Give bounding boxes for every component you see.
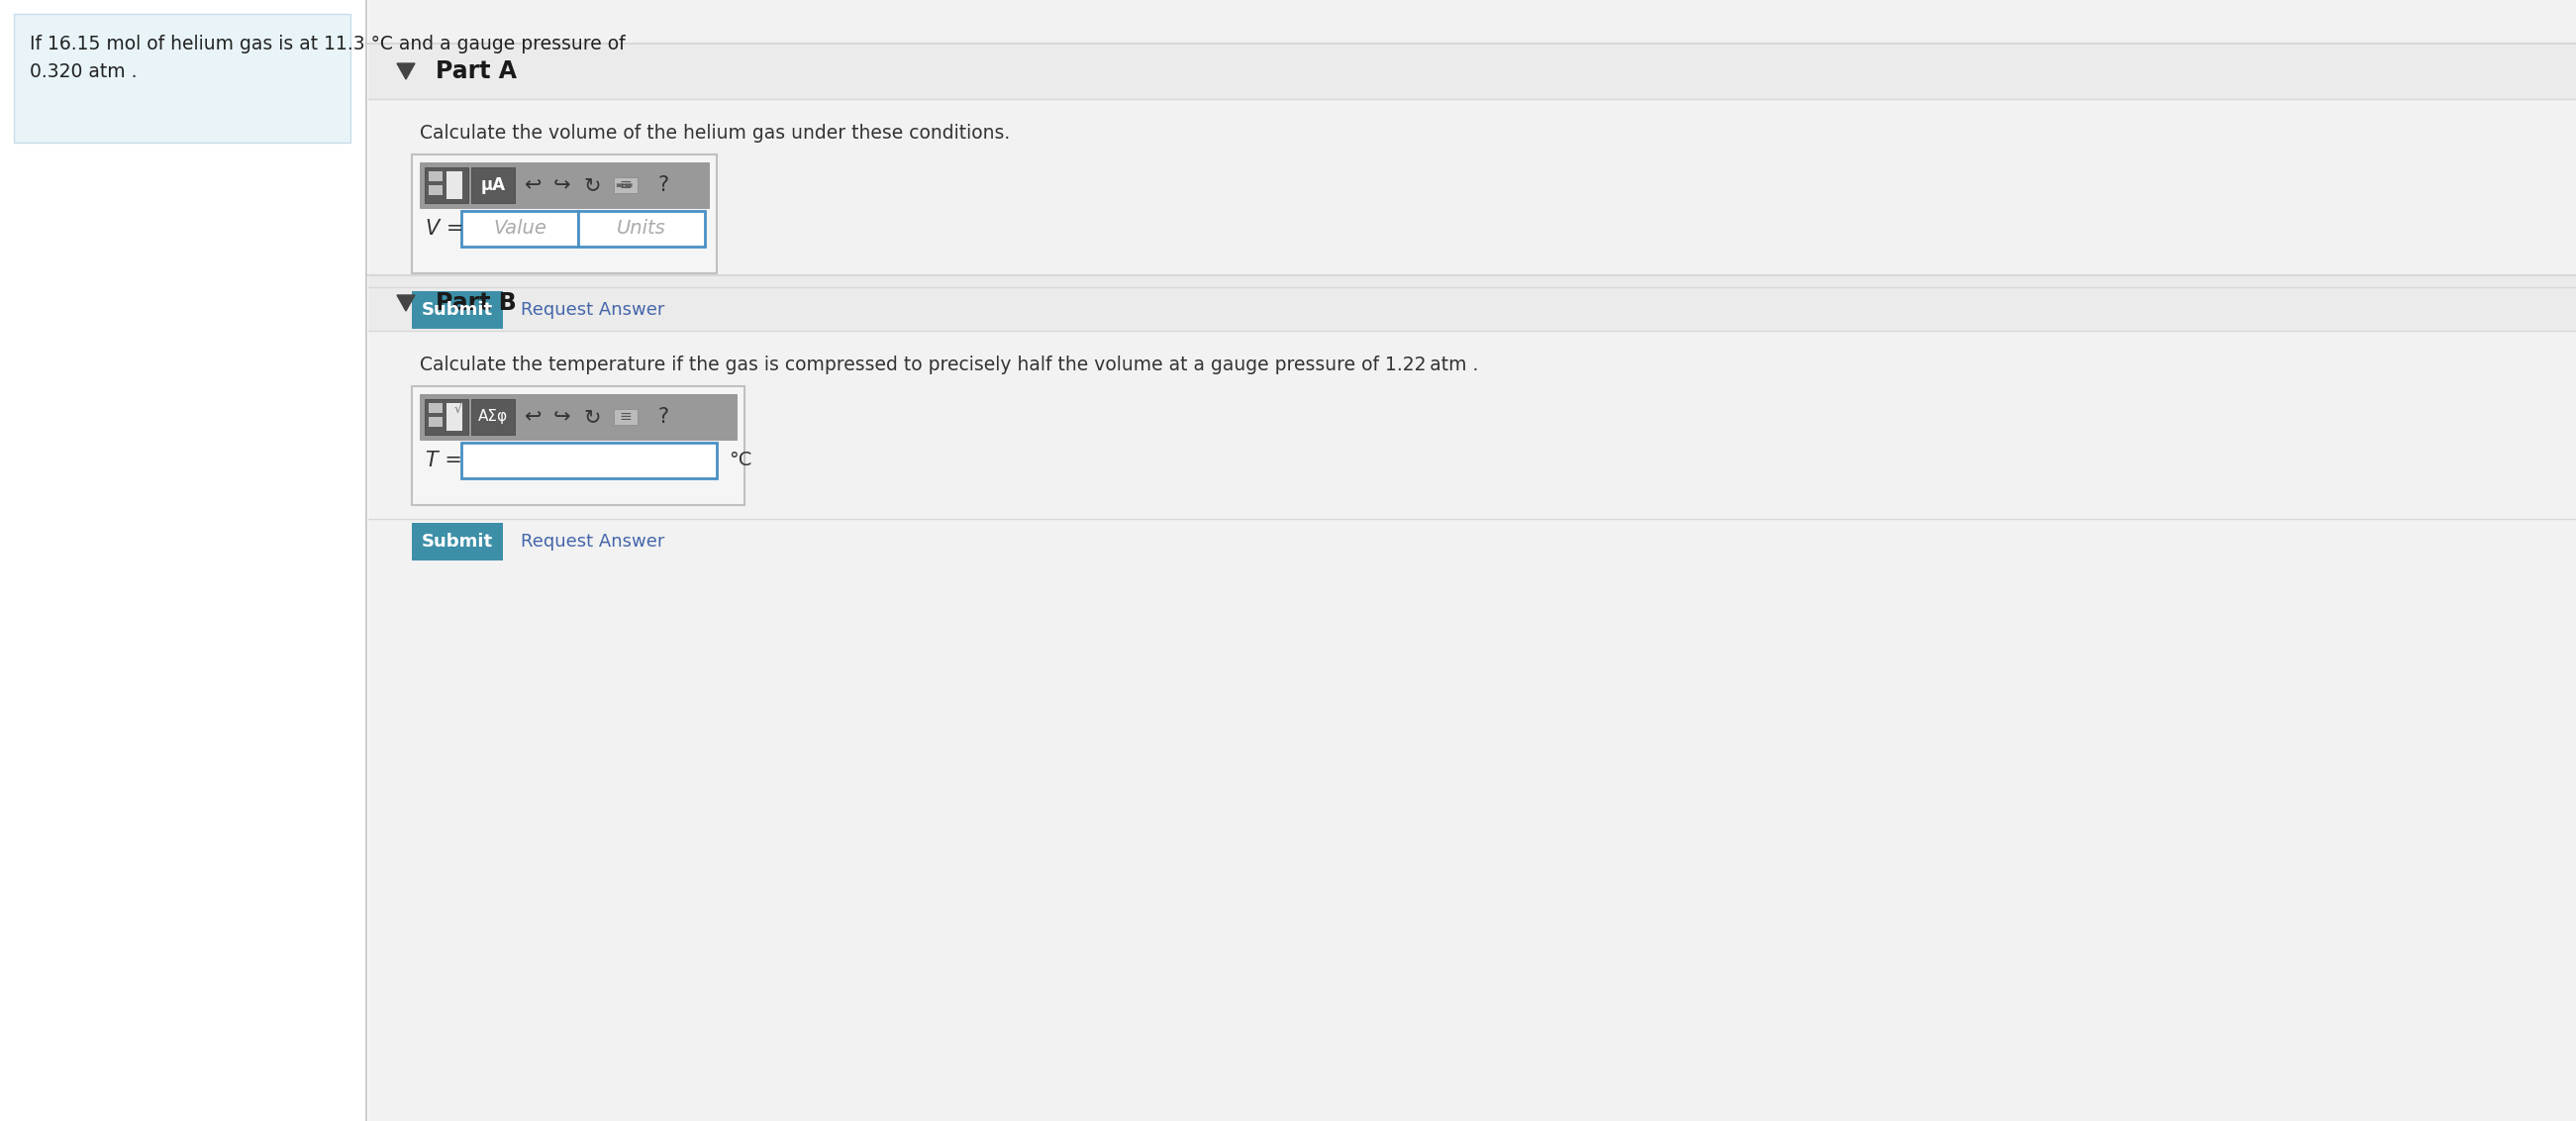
Text: ↩: ↩ [523, 175, 541, 195]
Bar [428, 172, 443, 182]
Bar [446, 172, 461, 200]
Bar [420, 163, 708, 209]
Text: ≡: ≡ [618, 409, 631, 425]
Text: ↪: ↪ [554, 175, 572, 195]
Bar [425, 399, 469, 435]
Bar [577, 211, 706, 247]
Text: √: √ [453, 402, 461, 416]
Bar [446, 404, 461, 413]
Bar [368, 44, 2576, 99]
Bar [613, 177, 639, 193]
Bar [471, 167, 515, 203]
Bar [420, 395, 737, 439]
Text: μA: μA [482, 176, 505, 194]
Bar [446, 185, 461, 195]
Bar [428, 185, 443, 195]
Text: Calculate the temperature if the gas is compressed to precisely half the volume : Calculate the temperature if the gas is … [420, 355, 1479, 373]
Bar [461, 443, 716, 479]
Text: Part A: Part A [435, 59, 518, 83]
Bar [461, 211, 577, 247]
Bar [428, 417, 443, 427]
Bar [412, 522, 502, 560]
Text: Value: Value [492, 220, 546, 238]
Text: V =: V = [425, 219, 464, 239]
Text: Request Answer: Request Answer [520, 302, 665, 318]
Text: T =: T = [425, 451, 461, 471]
Bar [425, 167, 469, 203]
Text: Submit: Submit [422, 302, 492, 318]
Text: Request Answer: Request Answer [520, 532, 665, 550]
Bar [471, 399, 515, 435]
Text: °C: °C [729, 451, 752, 470]
Text: ↪: ↪ [554, 407, 572, 427]
Text: Submit: Submit [422, 532, 492, 550]
Polygon shape [397, 295, 415, 311]
Text: Calculate the volume of the helium gas under these conditions.: Calculate the volume of the helium gas u… [420, 123, 1010, 142]
Bar [446, 417, 461, 427]
Bar [613, 409, 639, 425]
Bar [446, 404, 461, 430]
Text: ?: ? [657, 407, 670, 427]
Text: Units: Units [616, 220, 667, 238]
Text: ↻: ↻ [582, 407, 600, 427]
Bar [412, 291, 502, 328]
Text: ?: ? [657, 175, 670, 195]
Text: ↩: ↩ [523, 407, 541, 427]
Bar [412, 387, 744, 506]
Text: Part B: Part B [435, 291, 518, 315]
Text: If 16.15 mol of helium gas is at 11.3 °C and a gauge pressure of: If 16.15 mol of helium gas is at 11.3 °C… [31, 34, 626, 53]
Bar [412, 155, 716, 274]
Bar [446, 172, 461, 182]
Bar [368, 0, 2576, 1121]
Text: ≡: ≡ [618, 178, 631, 193]
Bar [428, 404, 443, 413]
Polygon shape [397, 64, 415, 80]
Bar [368, 276, 2576, 331]
Text: ΑΣφ: ΑΣφ [479, 409, 507, 425]
Text: ▬▬: ▬▬ [616, 180, 634, 191]
Text: ↻: ↻ [582, 175, 600, 195]
Text: 0.320 atm .: 0.320 atm . [31, 62, 137, 81]
Bar [13, 13, 350, 142]
